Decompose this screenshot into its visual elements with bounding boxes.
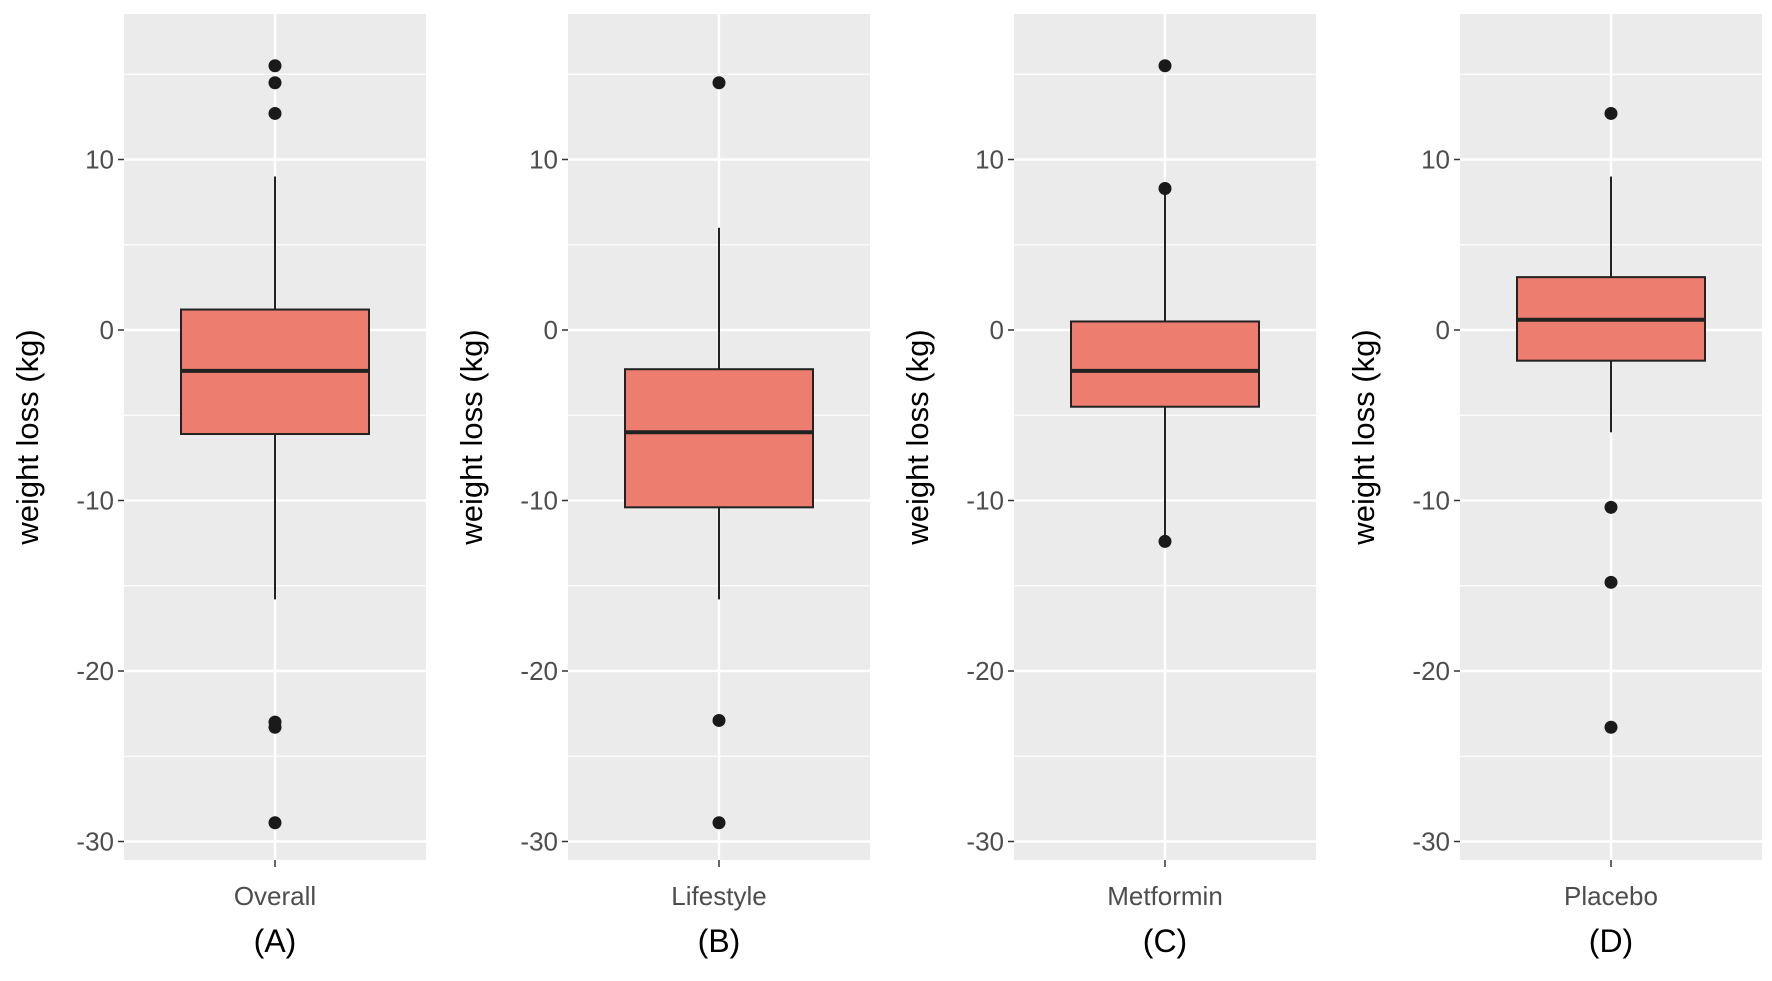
x-category-label: Overall — [234, 881, 316, 911]
outlier-point — [268, 76, 282, 90]
iqr-box — [1070, 320, 1260, 408]
outlier-point — [1604, 720, 1618, 734]
y-tick-label: 10 — [529, 145, 558, 175]
outlier-point — [712, 76, 726, 90]
y-tick-label: -30 — [966, 827, 1004, 857]
outlier-point — [268, 59, 282, 73]
outlier-point — [1604, 575, 1618, 589]
x-category-label: Metformin — [1107, 881, 1223, 911]
outlier-point — [1158, 534, 1172, 548]
y-tick-label: 10 — [975, 145, 1004, 175]
y-tick-label: 0 — [544, 315, 558, 345]
y-axis-title: weight loss (kg) — [454, 329, 489, 545]
outlier-point — [1158, 181, 1172, 195]
panel-caption: (A) — [254, 923, 297, 959]
y-tick-label: -10 — [966, 486, 1004, 516]
y-tick-label: -10 — [1412, 486, 1450, 516]
iqr-box — [624, 368, 814, 509]
y-tick-label: -10 — [76, 486, 114, 516]
y-tick-label: -30 — [76, 827, 114, 857]
panel-caption: (B) — [698, 923, 741, 959]
y-tick-label: -20 — [76, 656, 114, 686]
y-tick-label: -30 — [520, 827, 558, 857]
panel-caption: (D) — [1589, 923, 1633, 959]
outlier-point — [268, 106, 282, 120]
x-category-label: Lifestyle — [671, 881, 766, 911]
x-category-label: Placebo — [1564, 881, 1658, 911]
y-axis-title: weight loss (kg) — [1346, 329, 1381, 545]
outlier-point — [268, 816, 282, 830]
y-tick-label: 0 — [990, 315, 1004, 345]
y-axis-title: weight loss (kg) — [900, 329, 935, 545]
outlier-point — [712, 816, 726, 830]
y-tick-label: -20 — [966, 656, 1004, 686]
outlier-point — [268, 720, 282, 734]
y-tick-label: 10 — [1421, 145, 1450, 175]
y-axis-title: weight loss (kg) — [10, 329, 45, 545]
y-tick-label: 0 — [100, 315, 114, 345]
y-tick-label: 10 — [85, 145, 114, 175]
y-tick-label: 0 — [1436, 315, 1450, 345]
y-tick-label: -30 — [1412, 827, 1450, 857]
outlier-point — [712, 713, 726, 727]
y-tick-label: -10 — [520, 486, 558, 516]
y-tick-label: -20 — [520, 656, 558, 686]
outlier-point — [1604, 500, 1618, 514]
outlier-point — [1158, 59, 1172, 73]
y-tick-label: -20 — [1412, 656, 1450, 686]
panel-caption: (C) — [1143, 923, 1187, 959]
outlier-point — [1604, 106, 1618, 120]
